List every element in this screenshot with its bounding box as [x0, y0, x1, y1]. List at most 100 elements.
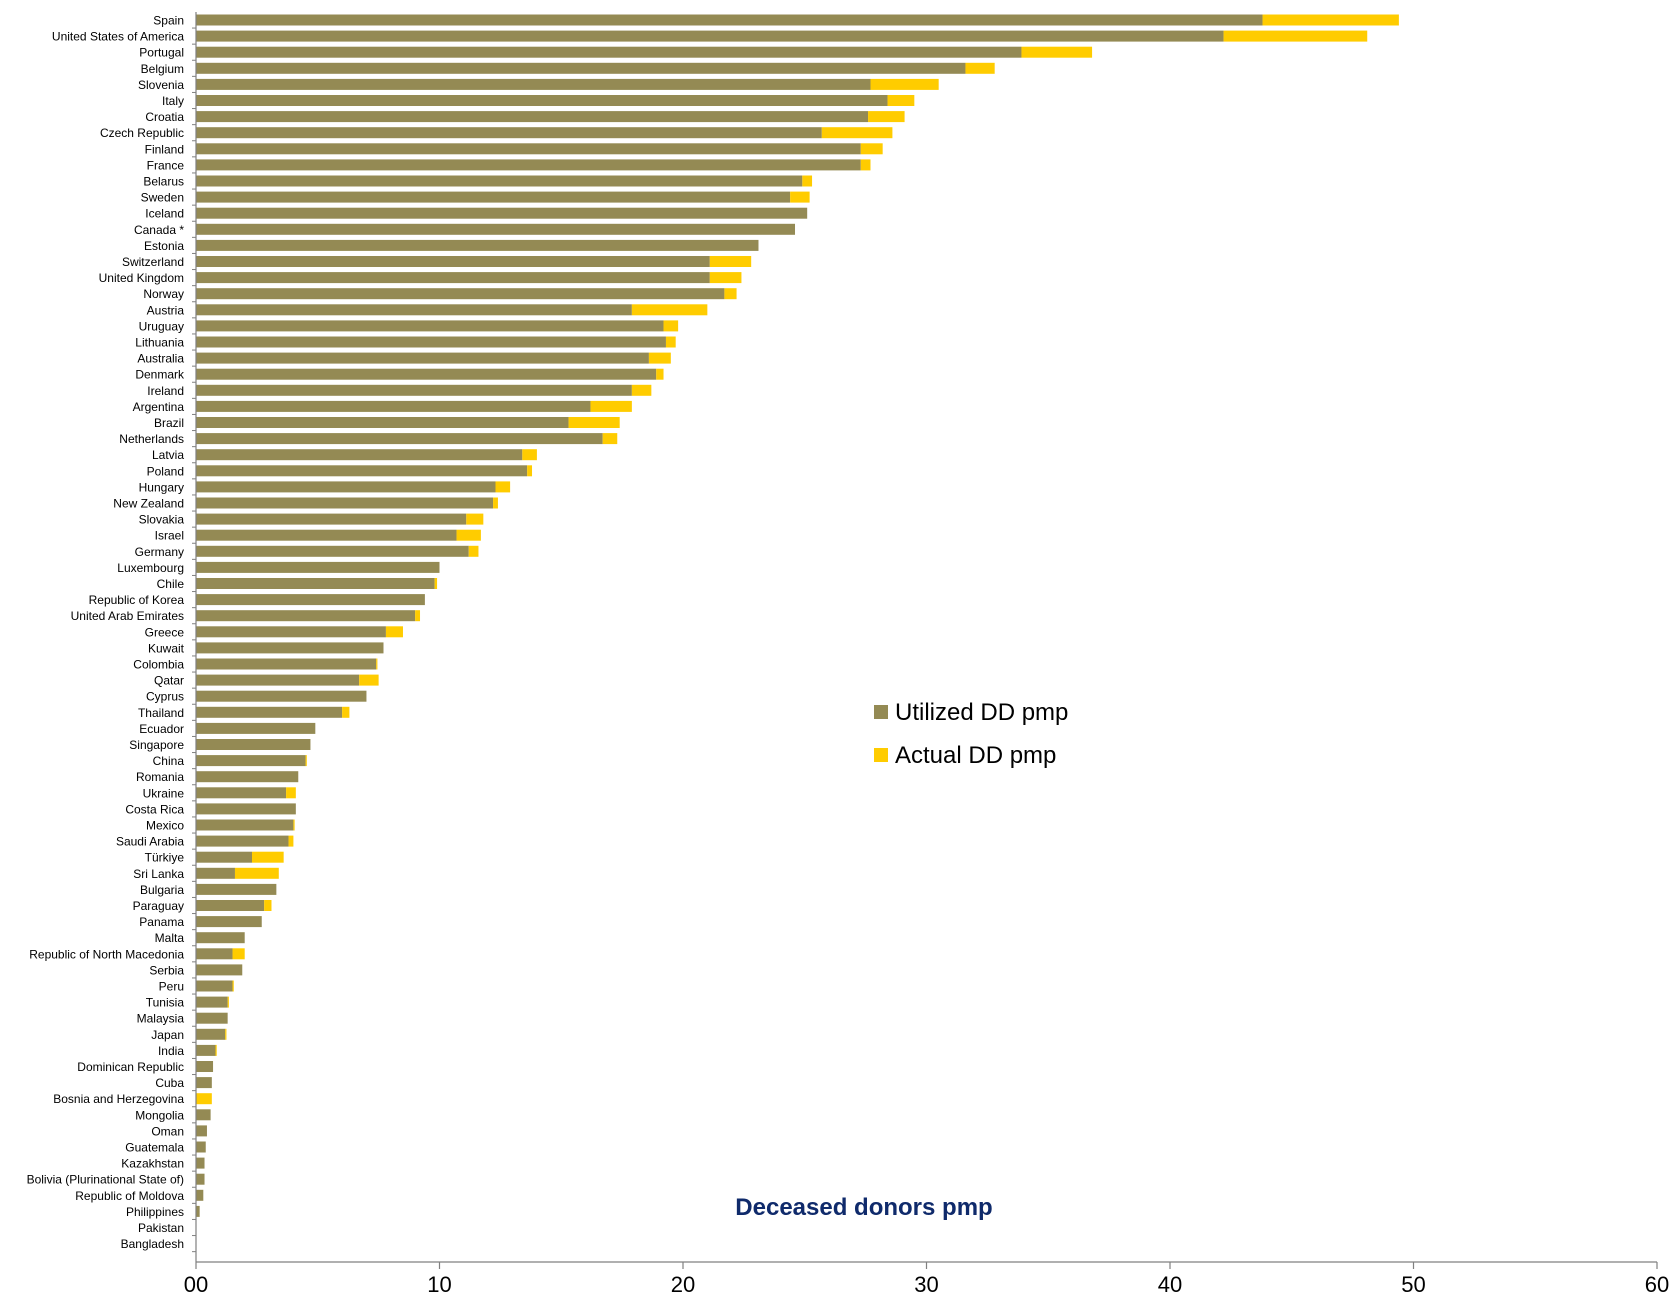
category-label: Greece — [145, 625, 185, 639]
category-label: Japan — [151, 1028, 184, 1042]
bar-utilized — [196, 1141, 206, 1153]
category-label: Cyprus — [146, 690, 184, 704]
category-label: Norway — [143, 287, 184, 301]
category-label: France — [147, 158, 185, 172]
bar-utilized — [196, 46, 1022, 58]
category-label: Austria — [147, 303, 185, 317]
category-label: Colombia — [133, 658, 184, 672]
category-label: Bolivia (Plurinational State of) — [27, 1173, 184, 1187]
legend-label: Actual DD pmp — [895, 742, 1056, 769]
category-label: Malaysia — [137, 1012, 185, 1026]
bar-utilized — [196, 658, 377, 670]
category-label: Iceland — [145, 207, 184, 221]
category-label: Portugal — [139, 46, 184, 60]
bar-actual — [887, 95, 915, 106]
bar-actual — [965, 62, 995, 74]
category-label: United Kingdom — [99, 271, 184, 285]
bar-utilized — [196, 449, 523, 461]
bar-actual — [252, 851, 284, 863]
bar-actual — [1262, 14, 1399, 26]
category-label: Republic of North Macedonia — [29, 947, 184, 961]
bar-actual — [434, 578, 438, 589]
bar-actual — [466, 513, 484, 525]
bar-utilized — [196, 1173, 205, 1185]
bar-utilized — [196, 30, 1224, 42]
bar-utilized — [196, 272, 710, 284]
bar-utilized — [196, 352, 649, 364]
category-label: Republic of Moldova — [75, 1189, 184, 1203]
bar-actual — [709, 272, 742, 284]
bar-utilized — [196, 578, 435, 589]
bar-actual — [493, 497, 498, 509]
bar-actual — [709, 256, 752, 267]
category-label: Bangladesh — [121, 1237, 184, 1251]
category-label: Latvia — [152, 448, 184, 462]
x-tick-label: 60 — [1645, 1272, 1669, 1297]
bar-utilized — [196, 433, 603, 445]
category-label: Qatar — [154, 674, 184, 688]
bar-utilized — [196, 819, 294, 831]
bar-utilized — [196, 1125, 207, 1137]
bar-utilized — [196, 1077, 212, 1089]
bar-utilized — [196, 336, 666, 348]
bar-actual — [1021, 46, 1093, 58]
bar-actual — [288, 835, 294, 847]
category-label: Thailand — [138, 706, 184, 720]
category-label: Philippines — [126, 1205, 184, 1219]
bar-actual — [821, 127, 893, 139]
bar-actual — [385, 626, 403, 638]
category-label: Belgium — [141, 62, 184, 76]
bar-utilized — [196, 561, 440, 573]
x-tick-label: 50 — [1401, 1272, 1425, 1297]
bar-actual — [631, 304, 708, 316]
category-label: Czech Republic — [100, 126, 184, 140]
category-label: Guatemala — [125, 1141, 184, 1155]
bar-utilized — [196, 690, 367, 702]
category-label: Israel — [155, 529, 184, 543]
bar-actual — [456, 529, 481, 541]
bar-actual — [232, 948, 245, 960]
bar-utilized — [196, 1205, 200, 1217]
category-label: United States of America — [52, 30, 184, 44]
bar-utilized — [196, 320, 664, 332]
bar-utilized — [196, 803, 296, 815]
bar-utilized — [196, 739, 311, 750]
bar-utilized — [196, 851, 253, 863]
bar-utilized — [196, 706, 343, 718]
bar-utilized — [196, 191, 791, 203]
legend-swatch — [874, 748, 888, 762]
category-label: Pakistan — [138, 1221, 184, 1235]
category-label: Mongolia — [135, 1108, 184, 1122]
bar-actual — [522, 449, 537, 461]
category-label: Croatia — [145, 110, 184, 124]
bar-utilized — [196, 867, 235, 879]
bar-utilized — [196, 400, 591, 412]
category-labels: Spain United States of America Portugal Bel… — [27, 14, 185, 1252]
category-label: India — [158, 1044, 184, 1058]
bar-utilized — [196, 771, 299, 783]
bar-utilized — [196, 980, 233, 992]
category-label: Türkiye — [145, 851, 185, 865]
bar-actual — [232, 980, 234, 992]
category-label: Poland — [147, 464, 184, 478]
category-label: Finland — [145, 142, 184, 156]
bar-utilized — [196, 143, 861, 155]
bar-utilized — [196, 304, 632, 316]
bar-actual — [376, 658, 378, 670]
bar-actual — [1223, 30, 1368, 42]
category-label: Slovakia — [139, 513, 185, 527]
bar-utilized — [196, 111, 869, 123]
category-label: Denmark — [135, 368, 185, 382]
category-label: Romania — [136, 770, 184, 784]
category-label: Argentina — [133, 400, 185, 414]
bar-actual — [568, 417, 620, 428]
bar-utilized — [196, 996, 228, 1008]
bar-utilized — [196, 159, 861, 171]
bar-actual — [790, 191, 810, 203]
bar-utilized — [196, 368, 657, 380]
bar-utilized — [196, 835, 289, 847]
bar-actual — [264, 900, 272, 911]
category-label: Bosnia and Herzegovina — [53, 1092, 184, 1106]
category-label: Kuwait — [148, 641, 185, 655]
